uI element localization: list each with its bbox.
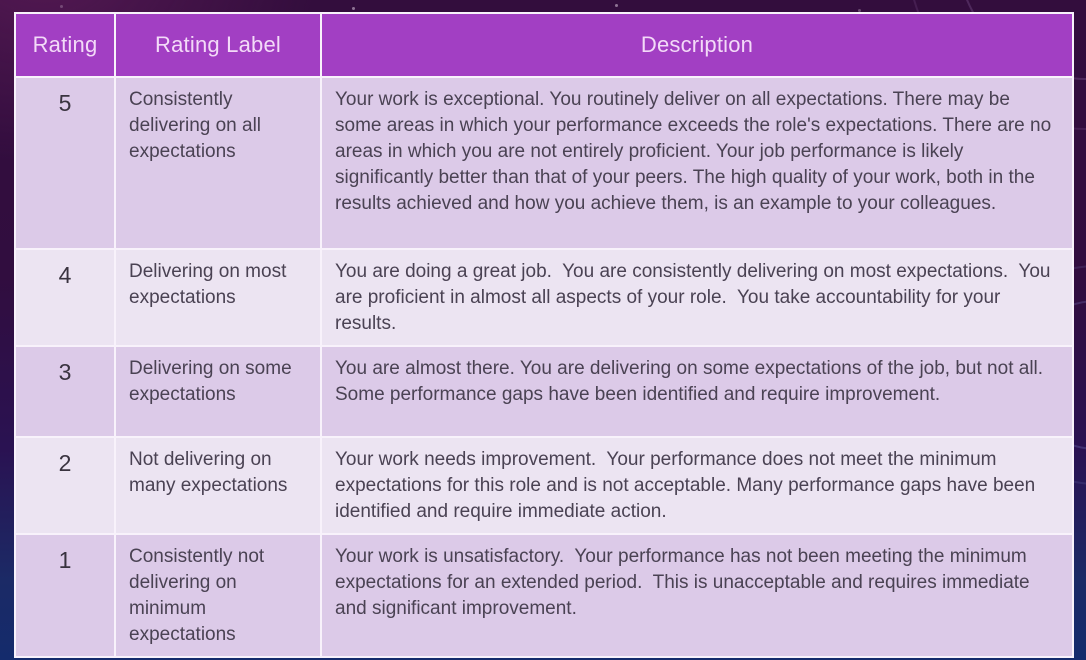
rating-description: You are doing a great job. You are consi… (320, 247, 1074, 348)
star-dot (352, 7, 355, 10)
header-rating-label: Rating Label (114, 12, 322, 78)
rating-value: 3 (14, 345, 116, 439)
table-header-row: Rating Rating Label Description (14, 12, 1074, 78)
rating-value: 4 (14, 247, 116, 348)
table-row-rating-5: 5 Consistently delivering on all expecta… (14, 76, 1074, 250)
rating-value: 2 (14, 436, 116, 536)
table-row-rating-3: 3 Delivering on some expectations You ar… (14, 345, 1074, 439)
rating-label: Consistently not delivering on minimum e… (114, 533, 322, 659)
rating-label: Consistently delivering on all expectati… (114, 76, 322, 250)
rating-label: Delivering on most expectations (114, 247, 322, 348)
rating-description: You are almost there. You are delivering… (320, 345, 1074, 439)
header-rating: Rating (14, 12, 116, 78)
star-dot (615, 4, 618, 7)
header-description: Description (320, 12, 1074, 78)
table-row-rating-4: 4 Delivering on most expectations You ar… (14, 247, 1074, 348)
rating-value: 1 (14, 533, 116, 659)
rating-value: 5 (14, 76, 116, 250)
table-row-rating-2: 2 Not delivering on many expectations Yo… (14, 436, 1074, 536)
rating-scale-table: Rating Rating Label Description 5 Consis… (14, 12, 1074, 659)
rating-description: Your work needs improvement. Your perfor… (320, 436, 1074, 536)
table-row-rating-1: 1 Consistently not delivering on minimum… (14, 533, 1074, 659)
rating-description: Your work is exceptional. You routinely … (320, 76, 1074, 250)
rating-description: Your work is unsatisfactory. Your perfor… (320, 533, 1074, 659)
rating-label: Not delivering on many expectations (114, 436, 322, 536)
star-dot (60, 5, 63, 8)
rating-label: Delivering on some expectations (114, 345, 322, 439)
